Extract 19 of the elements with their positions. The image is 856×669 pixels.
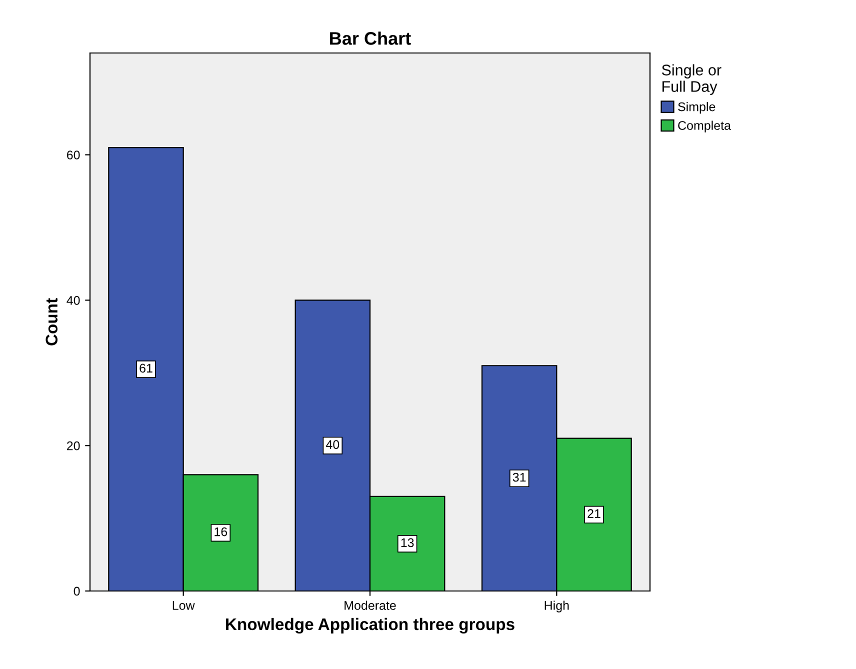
y-axis-title: Count <box>46 298 58 346</box>
data-label: 21 <box>588 509 600 518</box>
data-label: 16 <box>214 527 228 536</box>
y-tick-label: 40 <box>66 296 80 305</box>
y-tick-label: 60 <box>67 150 80 160</box>
y-tick-label: 0 <box>74 586 80 596</box>
legend-label: Completa <box>678 120 731 132</box>
data-label: 13 <box>401 538 414 548</box>
x-axis-title: Knowledge Application three groups <box>226 618 514 634</box>
x-tick-label: Low <box>172 601 195 610</box>
x-tick-label: Moderate <box>344 600 396 610</box>
y-tick-label: 20 <box>67 441 80 450</box>
x-tick-label: High <box>544 600 569 612</box>
chart-title: Bar Chart <box>330 32 411 45</box>
data-label: 61 <box>140 364 152 373</box>
data-label: 31 <box>512 472 526 482</box>
data-label: 40 <box>326 440 340 449</box>
legend-label: Simple <box>678 102 716 114</box>
legend-title: Single or Full Day <box>662 64 722 95</box>
